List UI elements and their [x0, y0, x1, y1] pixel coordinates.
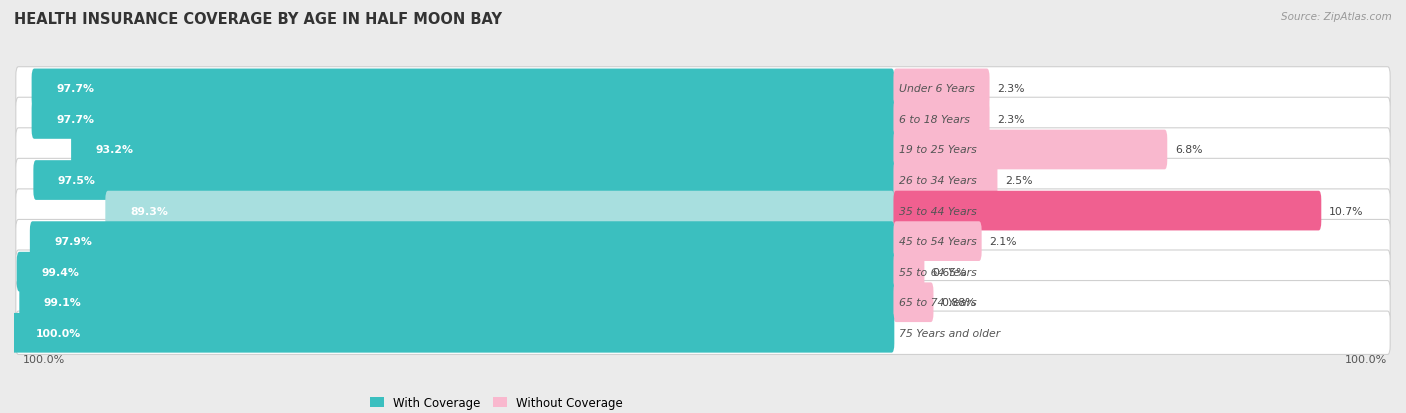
FancyBboxPatch shape	[15, 98, 1391, 141]
Text: 0.65%: 0.65%	[932, 267, 967, 277]
Text: 100.0%: 100.0%	[22, 354, 65, 364]
FancyBboxPatch shape	[15, 220, 1391, 263]
FancyBboxPatch shape	[105, 191, 894, 231]
FancyBboxPatch shape	[15, 281, 1391, 324]
Text: Under 6 Years: Under 6 Years	[898, 84, 974, 94]
Text: 19 to 25 Years: 19 to 25 Years	[898, 145, 976, 155]
FancyBboxPatch shape	[893, 252, 924, 292]
Text: 75 Years and older: 75 Years and older	[898, 328, 1000, 338]
Text: 97.5%: 97.5%	[58, 176, 96, 185]
Text: 99.1%: 99.1%	[44, 297, 82, 308]
Text: 100.0%: 100.0%	[1346, 354, 1388, 364]
Text: 93.2%: 93.2%	[96, 145, 134, 155]
FancyBboxPatch shape	[20, 282, 894, 322]
Text: Source: ZipAtlas.com: Source: ZipAtlas.com	[1281, 12, 1392, 22]
FancyBboxPatch shape	[31, 69, 894, 109]
FancyBboxPatch shape	[72, 131, 894, 170]
Text: 2.3%: 2.3%	[997, 84, 1025, 94]
FancyBboxPatch shape	[15, 311, 1391, 355]
Text: 6 to 18 Years: 6 to 18 Years	[898, 115, 970, 125]
Text: 2.5%: 2.5%	[1005, 176, 1033, 185]
FancyBboxPatch shape	[893, 222, 981, 261]
FancyBboxPatch shape	[893, 282, 934, 322]
FancyBboxPatch shape	[31, 100, 894, 140]
FancyBboxPatch shape	[17, 252, 894, 292]
FancyBboxPatch shape	[893, 191, 1322, 231]
Text: 55 to 64 Years: 55 to 64 Years	[898, 267, 976, 277]
FancyBboxPatch shape	[30, 222, 894, 261]
Text: 2.3%: 2.3%	[997, 115, 1025, 125]
FancyBboxPatch shape	[893, 131, 1167, 170]
Text: 100.0%: 100.0%	[37, 328, 82, 338]
Text: 10.7%: 10.7%	[1329, 206, 1364, 216]
FancyBboxPatch shape	[15, 68, 1391, 111]
Text: 6.8%: 6.8%	[1175, 145, 1202, 155]
Text: 2.1%: 2.1%	[990, 237, 1017, 247]
FancyBboxPatch shape	[893, 100, 990, 140]
Text: 26 to 34 Years: 26 to 34 Years	[898, 176, 976, 185]
FancyBboxPatch shape	[34, 161, 894, 200]
Text: 89.3%: 89.3%	[129, 206, 167, 216]
FancyBboxPatch shape	[893, 161, 997, 200]
FancyBboxPatch shape	[11, 313, 894, 353]
Text: 97.9%: 97.9%	[55, 237, 93, 247]
Text: HEALTH INSURANCE COVERAGE BY AGE IN HALF MOON BAY: HEALTH INSURANCE COVERAGE BY AGE IN HALF…	[14, 12, 502, 27]
Legend: With Coverage, Without Coverage: With Coverage, Without Coverage	[366, 392, 627, 413]
FancyBboxPatch shape	[15, 190, 1391, 233]
Text: 65 to 74 Years: 65 to 74 Years	[898, 297, 976, 308]
FancyBboxPatch shape	[15, 250, 1391, 294]
Text: 35 to 44 Years: 35 to 44 Years	[898, 206, 976, 216]
Text: 97.7%: 97.7%	[56, 115, 94, 125]
Text: 0.88%: 0.88%	[942, 297, 976, 308]
Text: 99.4%: 99.4%	[41, 267, 79, 277]
FancyBboxPatch shape	[893, 69, 990, 109]
FancyBboxPatch shape	[15, 128, 1391, 172]
FancyBboxPatch shape	[15, 159, 1391, 202]
Text: 97.7%: 97.7%	[56, 84, 94, 94]
Text: 45 to 54 Years: 45 to 54 Years	[898, 237, 976, 247]
